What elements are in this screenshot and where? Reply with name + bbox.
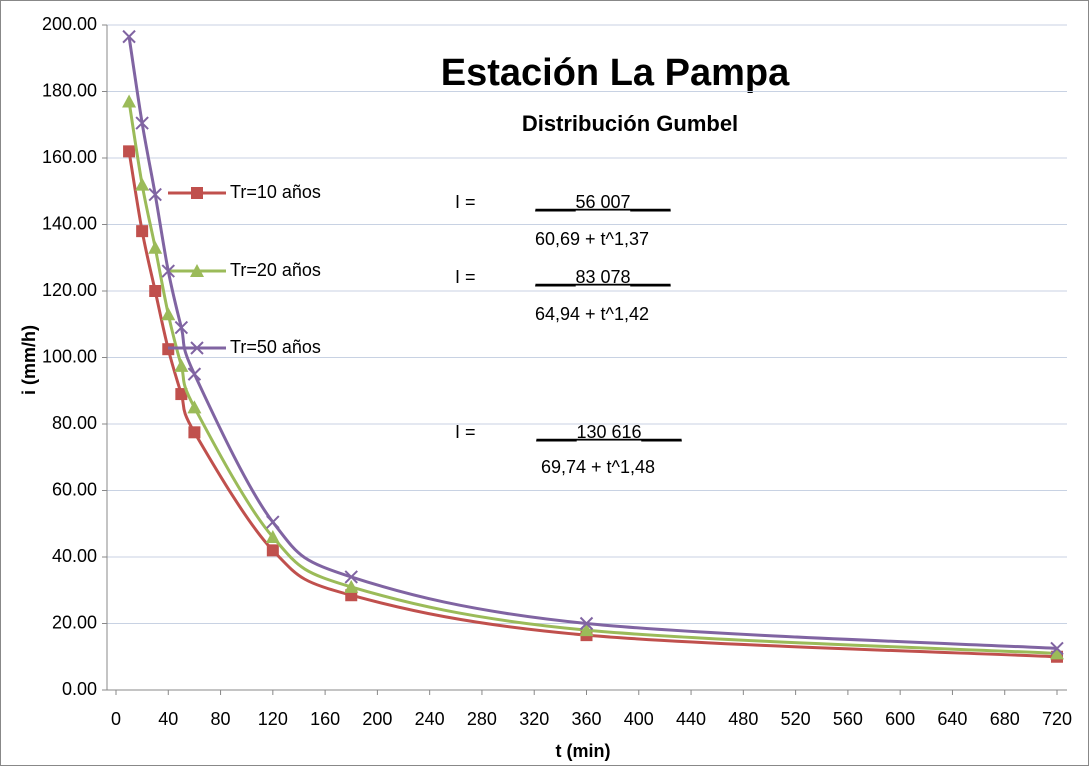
marker [1050, 646, 1064, 660]
y-axis-label: i (mm/h) [19, 325, 39, 395]
y-tick-label: 200.00 [42, 14, 97, 34]
x-tick-label: 720 [1042, 709, 1072, 729]
annotation-denominator: 60,69 + t^1,37 [535, 229, 649, 249]
marker [175, 388, 188, 401]
x-tick-label: 320 [519, 709, 549, 729]
annotation-lhs: I = [455, 422, 476, 442]
marker [161, 264, 175, 278]
chart-title: Estación La Pampa [441, 52, 790, 94]
x-tick-label: 640 [937, 709, 967, 729]
marker [135, 116, 149, 130]
legend-label: Tr=20 años [230, 260, 321, 280]
legend-label: Tr=10 años [230, 182, 321, 202]
x-tick-label: 600 [885, 709, 915, 729]
x-tick-label: 160 [310, 709, 340, 729]
x-tick-label: 120 [258, 709, 288, 729]
marker [579, 616, 594, 631]
legend-label: Tr=50 años [230, 337, 321, 357]
x-tick-label: 280 [467, 709, 497, 729]
marker [188, 426, 201, 439]
marker [191, 187, 203, 199]
marker [579, 623, 594, 637]
y-tick-label: 40.00 [52, 546, 97, 566]
x-tick-label: 240 [415, 709, 445, 729]
x-tick-label: 440 [676, 709, 706, 729]
marker [344, 570, 358, 584]
x-tick-label: 480 [728, 709, 758, 729]
marker [1050, 641, 1064, 656]
marker [187, 400, 202, 414]
annotation-denominator: 64,94 + t^1,42 [535, 304, 649, 324]
marker [122, 29, 136, 44]
annotation-denominator: 69,74 + t^1,48 [541, 457, 655, 477]
marker [174, 320, 189, 335]
marker [135, 177, 150, 191]
x-tick-label: 520 [781, 709, 811, 729]
marker [148, 187, 162, 202]
annotation-numerator: ____83 078____ [534, 267, 671, 288]
y-tick-label: 140.00 [42, 213, 97, 233]
marker [149, 285, 162, 297]
marker [136, 225, 149, 238]
annotation-numerator: ____56 007____ [534, 192, 671, 213]
marker [148, 240, 163, 254]
marker [344, 579, 359, 593]
x-tick-label: 80 [211, 709, 231, 729]
x-axis-label: t (min) [556, 741, 611, 761]
y-tick-label: 60.00 [52, 479, 97, 499]
series-line [127, 36, 1058, 650]
marker [174, 358, 189, 372]
x-tick-label: 400 [624, 709, 654, 729]
x-tick-label: 360 [571, 709, 601, 729]
marker [187, 367, 202, 381]
x-tick-label: 680 [990, 709, 1020, 729]
y-tick-label: 80.00 [52, 413, 97, 433]
marker [161, 307, 176, 321]
chart-subtitle: Distribución Gumbel [522, 111, 738, 136]
marker [123, 145, 136, 158]
x-tick-label: 0 [111, 709, 121, 729]
annotation-lhs: I = [455, 192, 476, 212]
marker [190, 341, 204, 355]
x-tick-label: 40 [158, 709, 178, 729]
marker [266, 544, 279, 557]
y-tick-label: 20.00 [52, 612, 97, 632]
y-tick-label: 160.00 [42, 147, 97, 167]
y-tick-label: 120.00 [42, 280, 97, 300]
x-tick-label: 200 [362, 709, 392, 729]
annotation-lhs: I = [455, 267, 476, 287]
marker [266, 515, 280, 529]
x-tick-label: 560 [833, 709, 863, 729]
y-tick-label: 180.00 [42, 80, 97, 100]
marker [265, 530, 280, 544]
marker [122, 94, 137, 108]
annotation-numerator: ____130 616____ [535, 422, 682, 443]
y-tick-label: 100.00 [42, 346, 97, 366]
y-tick-label: 0.00 [62, 679, 97, 699]
marker [190, 264, 204, 277]
series-line [127, 101, 1058, 655]
